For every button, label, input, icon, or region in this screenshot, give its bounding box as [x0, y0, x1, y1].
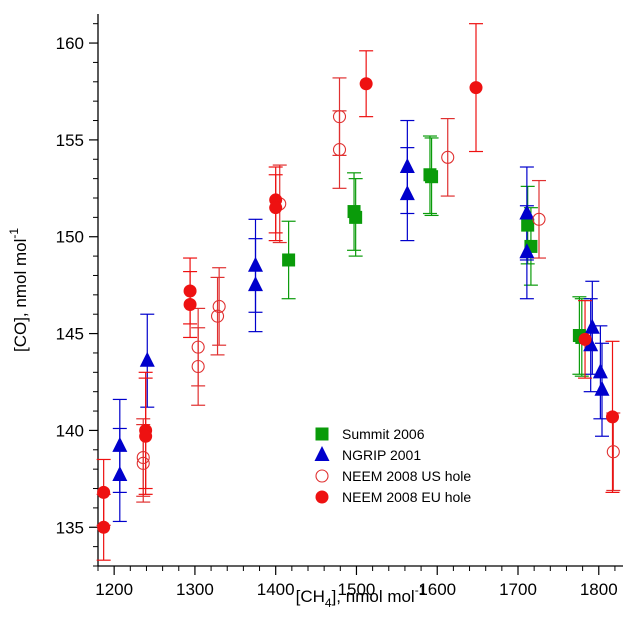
neem-2008-us-hole-point	[191, 359, 205, 374]
neem-2008-us-hole-point	[136, 450, 150, 465]
ngrip-2001-point	[399, 158, 415, 174]
ngrip-2001-point	[139, 351, 155, 367]
legend-label-neem-2008-eu-hole: NEEM 2008 EU hole	[342, 489, 471, 505]
summit-2006-point	[521, 218, 535, 232]
neem-2008-us-hole-point	[136, 456, 150, 470]
ngrip-2001-point	[248, 276, 263, 292]
neem-2008-us-hole-point	[332, 110, 347, 124]
ngrip-2001-point	[112, 436, 128, 452]
neem-2008-eu-hole-point	[97, 485, 111, 499]
neem-2008-us-hole-point	[210, 309, 225, 323]
ngrip-2001-point	[519, 243, 535, 259]
legend-marker-ngrip-2001	[314, 446, 330, 461]
ngrip-2001-point	[584, 318, 600, 334]
legend-label-ngrip-2001: NGRIP 2001	[342, 447, 421, 463]
y-tick-label: 135	[56, 518, 84, 537]
neem-2008-eu-hole-point	[469, 81, 483, 95]
legend-marker-neem-2008-us-hole	[315, 469, 329, 483]
neem-2008-eu-hole-point	[359, 77, 373, 91]
y-tick-label: 155	[56, 131, 84, 150]
x-tick-label: 1700	[499, 580, 537, 599]
x-tick-label: 1500	[338, 580, 376, 599]
neem-2008-us-hole-point	[191, 340, 205, 354]
x-tick-label: 1600	[418, 580, 456, 599]
y-tick-label: 160	[56, 34, 84, 53]
ngrip-2001-point	[519, 204, 535, 220]
summit-2006-point	[425, 170, 439, 184]
ngrip-2001-point	[112, 465, 128, 481]
neem-2008-eu-hole-point	[606, 410, 619, 424]
neem-2008-us-hole-point	[606, 445, 620, 459]
ngrip-2001-point	[248, 256, 263, 272]
y-axis-label: [CO], nmol mol-1	[7, 228, 30, 352]
y-tick-label: 150	[56, 228, 84, 247]
neem-2008-eu-hole-point	[97, 520, 111, 534]
y-tick-label: 140	[56, 421, 84, 440]
neem-2008-us-hole-point	[532, 212, 546, 226]
y-tick-label: 145	[56, 325, 84, 344]
legend-label-neem-2008-us-hole: NEEM 2008 US hole	[342, 468, 471, 484]
neem-2008-eu-hole-point	[578, 332, 592, 346]
neem-2008-eu-hole-point	[269, 201, 283, 215]
ngrip-2001-point	[594, 380, 610, 396]
x-tick-label: 1400	[257, 580, 295, 599]
legend-marker-neem-2008-eu-hole	[315, 490, 329, 504]
legend-label-summit-2006: Summit 2006	[342, 426, 425, 442]
neem-2008-eu-hole-point	[139, 429, 153, 443]
neem-2008-us-hole-point	[441, 150, 455, 164]
x-axis-label: [CH4], nmol mol-1	[296, 583, 426, 610]
ngrip-2001-point	[583, 336, 599, 352]
neem-2008-eu-hole-point	[183, 298, 197, 312]
x-tick-label: 1200	[95, 580, 133, 599]
neem-2008-eu-hole-point	[183, 284, 197, 298]
ngrip-2001-point	[399, 185, 415, 201]
summit-2006-point	[282, 253, 296, 267]
legend-marker-summit-2006	[315, 427, 329, 441]
x-tick-label: 1800	[580, 580, 618, 599]
summit-2006-point	[349, 210, 363, 224]
x-tick-label: 1300	[176, 580, 214, 599]
neem-2008-us-hole-point	[332, 143, 347, 157]
ngrip-2001-point	[592, 363, 608, 379]
neem-2008-us-hole-point	[212, 299, 226, 314]
